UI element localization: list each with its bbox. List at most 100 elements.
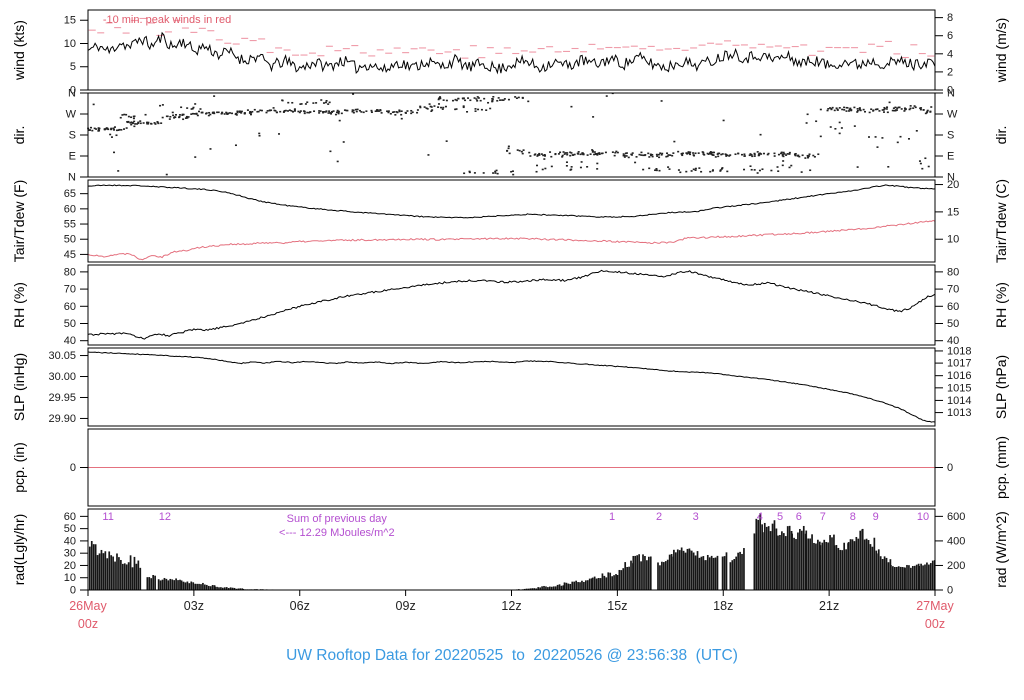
- svg-text:29.95: 29.95: [48, 392, 76, 404]
- svg-text:4: 4: [947, 48, 953, 60]
- svg-text:0: 0: [947, 585, 953, 597]
- svg-text:0: 0: [947, 85, 953, 97]
- svg-text:11: 11: [102, 511, 113, 523]
- svg-text:0: 0: [70, 585, 76, 597]
- svg-text:15z: 15z: [607, 599, 627, 613]
- svg-text:1015: 1015: [947, 382, 971, 394]
- svg-text:40: 40: [947, 335, 959, 347]
- svg-text:60: 60: [64, 301, 76, 313]
- svg-text:wind (kts): wind (kts): [11, 20, 27, 81]
- svg-text:09z: 09z: [396, 599, 416, 613]
- svg-text:2: 2: [947, 66, 953, 78]
- svg-text:Tair/Tdew (F): Tair/Tdew (F): [11, 180, 27, 262]
- svg-text:2: 2: [656, 511, 662, 523]
- svg-text:70: 70: [64, 284, 76, 296]
- svg-text:50: 50: [64, 318, 76, 330]
- svg-text:4: 4: [757, 511, 763, 523]
- svg-text:3: 3: [693, 511, 699, 523]
- panel-pcp: 0 0 pcp. (in) pcp. (mm): [11, 428, 1009, 507]
- svg-text:5: 5: [777, 511, 783, 523]
- svg-text:10: 10: [64, 572, 76, 584]
- svg-text:45: 45: [64, 249, 76, 261]
- svg-text:00z: 00z: [78, 617, 98, 631]
- svg-text:wind (m/s): wind (m/s): [993, 18, 1009, 84]
- svg-text:8: 8: [850, 511, 856, 523]
- svg-text:6: 6: [796, 511, 802, 523]
- svg-text:E: E: [69, 151, 76, 163]
- svg-text:6: 6: [947, 30, 953, 42]
- svg-text:06z: 06z: [290, 599, 310, 613]
- svg-text:00z: 00z: [925, 617, 945, 631]
- svg-text:03z: 03z: [184, 599, 204, 613]
- panel-temp: 45 50 55 60 65 10 15 20 Tair/Tdew (F) Tair/Tdew (…: [11, 179, 1009, 263]
- panel-slp: 29.90 29.95 30.00 30.05 10131014101510161017…: [11, 345, 1009, 427]
- svg-text:SLP (inHg): SLP (inHg): [11, 353, 27, 421]
- svg-text:80: 80: [947, 266, 959, 278]
- svg-text:S: S: [69, 130, 76, 142]
- panel-rh: 40 50 60 70 80 40 50 60 70 80 RH (%) RH (%): [11, 264, 1009, 347]
- svg-text:50: 50: [64, 523, 76, 535]
- svg-text:29.90: 29.90: [48, 413, 76, 425]
- svg-text:RH (%): RH (%): [993, 282, 1009, 328]
- svg-text:20: 20: [947, 179, 959, 191]
- svg-text:15: 15: [947, 206, 959, 218]
- svg-text:18z: 18z: [713, 599, 733, 613]
- svg-text:<--- 12.29 MJoules/m^2: <--- 12.29 MJoules/m^2: [279, 527, 395, 539]
- svg-text:E: E: [947, 151, 954, 163]
- svg-text:55: 55: [64, 219, 76, 231]
- panel-wind: 0 5 10 15 0 2 4 6 8 wind (kts) wind (m/s) -10 min. …: [11, 9, 1009, 97]
- svg-text:27May: 27May: [916, 599, 954, 613]
- svg-text:12z: 12z: [501, 599, 521, 613]
- svg-text:40: 40: [64, 535, 76, 547]
- svg-text:1: 1: [609, 511, 615, 523]
- svg-text:600: 600: [947, 511, 965, 523]
- svg-text:N: N: [947, 88, 955, 100]
- svg-text:rad (W/m^2): rad (W/m^2): [993, 511, 1009, 588]
- svg-text:50: 50: [947, 318, 959, 330]
- svg-text:1014: 1014: [947, 395, 971, 407]
- svg-text:W: W: [66, 109, 77, 121]
- svg-text:60: 60: [947, 301, 959, 313]
- svg-text:21z: 21z: [819, 599, 839, 613]
- svg-text:50: 50: [64, 234, 76, 246]
- svg-text:400: 400: [947, 535, 965, 547]
- svg-text:pcp. (mm): pcp. (mm): [993, 436, 1009, 499]
- svg-text:10: 10: [947, 234, 959, 246]
- svg-text:70: 70: [947, 284, 959, 296]
- svg-text:1013: 1013: [947, 407, 971, 419]
- svg-text:60: 60: [64, 511, 76, 523]
- svg-text:Tair/Tdew (C): Tair/Tdew (C): [993, 179, 1009, 263]
- svg-text:30.05: 30.05: [48, 350, 76, 362]
- svg-text:65: 65: [64, 188, 76, 200]
- chart-title: UW Rooftop Data for 20220525 to 20220526…: [286, 647, 738, 664]
- svg-text:8: 8: [947, 12, 953, 24]
- svg-text:N: N: [68, 88, 76, 100]
- svg-text:0: 0: [70, 85, 76, 97]
- svg-text:W: W: [947, 109, 958, 121]
- svg-text:60: 60: [64, 203, 76, 215]
- svg-text:dir.: dir.: [993, 126, 1009, 145]
- svg-text:30: 30: [64, 548, 76, 560]
- svg-text:dir.: dir.: [11, 126, 27, 145]
- svg-text:1017: 1017: [947, 358, 971, 370]
- svg-text:1018: 1018: [947, 345, 971, 357]
- svg-text:5: 5: [70, 61, 76, 73]
- svg-text:7: 7: [820, 511, 826, 523]
- svg-text:9: 9: [873, 511, 879, 523]
- svg-text:N: N: [68, 172, 76, 184]
- svg-text:15: 15: [64, 15, 76, 27]
- svg-text:40: 40: [64, 335, 76, 347]
- svg-text:80: 80: [64, 266, 76, 278]
- svg-text:26May: 26May: [69, 599, 107, 613]
- svg-text:20: 20: [64, 560, 76, 572]
- svg-text:200: 200: [947, 560, 965, 572]
- svg-text:S: S: [947, 130, 954, 142]
- svg-text:SLP (hPa): SLP (hPa): [993, 355, 1009, 419]
- x-axis: 26May 00z 03z 06z 09z 12z 15z 18z 21z 27May 00z: [69, 590, 955, 631]
- svg-text:0: 0: [947, 462, 953, 474]
- svg-text:12: 12: [159, 511, 171, 523]
